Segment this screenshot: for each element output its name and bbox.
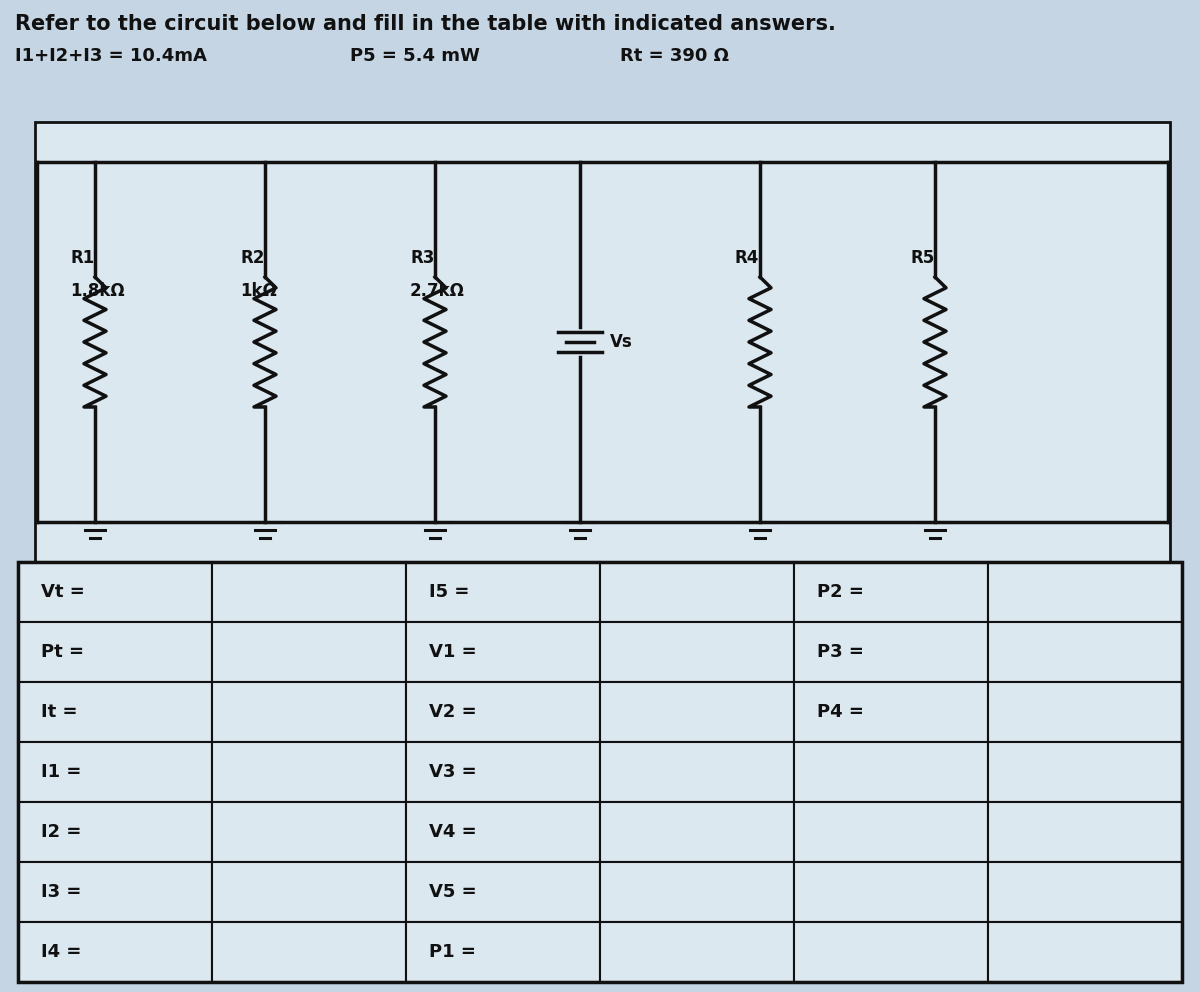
Text: I4 =: I4 = bbox=[41, 943, 82, 961]
FancyBboxPatch shape bbox=[18, 742, 212, 802]
FancyBboxPatch shape bbox=[988, 862, 1182, 922]
FancyBboxPatch shape bbox=[212, 742, 406, 802]
Text: I1 =: I1 = bbox=[41, 763, 82, 781]
Text: 1.8kΩ: 1.8kΩ bbox=[70, 282, 125, 300]
Text: I2 =: I2 = bbox=[41, 823, 82, 841]
Text: I5 =: I5 = bbox=[430, 583, 469, 601]
FancyBboxPatch shape bbox=[406, 682, 600, 742]
Text: R4: R4 bbox=[734, 249, 760, 267]
FancyBboxPatch shape bbox=[600, 802, 794, 862]
Text: V5 =: V5 = bbox=[430, 883, 476, 901]
Text: V3 =: V3 = bbox=[430, 763, 476, 781]
FancyBboxPatch shape bbox=[600, 922, 794, 982]
FancyBboxPatch shape bbox=[794, 742, 988, 802]
Text: P3 =: P3 = bbox=[817, 643, 864, 661]
FancyBboxPatch shape bbox=[18, 622, 212, 682]
Text: It =: It = bbox=[41, 703, 78, 721]
FancyBboxPatch shape bbox=[18, 562, 212, 622]
FancyBboxPatch shape bbox=[794, 802, 988, 862]
FancyBboxPatch shape bbox=[212, 682, 406, 742]
FancyBboxPatch shape bbox=[988, 742, 1182, 802]
Text: R2: R2 bbox=[240, 249, 264, 267]
FancyBboxPatch shape bbox=[18, 682, 212, 742]
Text: 2.7kΩ: 2.7kΩ bbox=[410, 282, 464, 300]
FancyBboxPatch shape bbox=[212, 802, 406, 862]
Text: I1+I2+I3 = 10.4mA: I1+I2+I3 = 10.4mA bbox=[14, 47, 206, 65]
FancyBboxPatch shape bbox=[18, 922, 212, 982]
FancyBboxPatch shape bbox=[406, 742, 600, 802]
Text: Vt =: Vt = bbox=[41, 583, 85, 601]
Text: V4 =: V4 = bbox=[430, 823, 476, 841]
Text: R5: R5 bbox=[910, 249, 935, 267]
FancyBboxPatch shape bbox=[406, 562, 600, 622]
FancyBboxPatch shape bbox=[794, 682, 988, 742]
FancyBboxPatch shape bbox=[18, 802, 212, 862]
FancyBboxPatch shape bbox=[212, 622, 406, 682]
Text: R1: R1 bbox=[70, 249, 95, 267]
FancyBboxPatch shape bbox=[600, 562, 794, 622]
Text: Rt = 390 Ω: Rt = 390 Ω bbox=[620, 47, 730, 65]
FancyBboxPatch shape bbox=[988, 922, 1182, 982]
FancyBboxPatch shape bbox=[600, 622, 794, 682]
FancyBboxPatch shape bbox=[600, 682, 794, 742]
Text: Refer to the circuit below and fill in the table with indicated answers.: Refer to the circuit below and fill in t… bbox=[14, 14, 836, 34]
FancyBboxPatch shape bbox=[988, 622, 1182, 682]
FancyBboxPatch shape bbox=[794, 922, 988, 982]
Text: 1kΩ: 1kΩ bbox=[240, 282, 277, 300]
Text: R3: R3 bbox=[410, 249, 434, 267]
FancyBboxPatch shape bbox=[988, 562, 1182, 622]
Text: Pt =: Pt = bbox=[41, 643, 84, 661]
FancyBboxPatch shape bbox=[406, 802, 600, 862]
Text: I3 =: I3 = bbox=[41, 883, 82, 901]
FancyBboxPatch shape bbox=[794, 562, 988, 622]
FancyBboxPatch shape bbox=[600, 862, 794, 922]
FancyBboxPatch shape bbox=[35, 122, 1170, 562]
FancyBboxPatch shape bbox=[212, 562, 406, 622]
FancyBboxPatch shape bbox=[18, 862, 212, 922]
FancyBboxPatch shape bbox=[988, 682, 1182, 742]
FancyBboxPatch shape bbox=[406, 862, 600, 922]
Text: V2 =: V2 = bbox=[430, 703, 476, 721]
Text: P1 =: P1 = bbox=[430, 943, 476, 961]
Text: P2 =: P2 = bbox=[817, 583, 864, 601]
Text: Vs: Vs bbox=[610, 333, 632, 351]
Text: P4 =: P4 = bbox=[817, 703, 864, 721]
FancyBboxPatch shape bbox=[600, 742, 794, 802]
FancyBboxPatch shape bbox=[212, 862, 406, 922]
FancyBboxPatch shape bbox=[794, 622, 988, 682]
Text: P5 = 5.4 mW: P5 = 5.4 mW bbox=[350, 47, 480, 65]
FancyBboxPatch shape bbox=[988, 802, 1182, 862]
FancyBboxPatch shape bbox=[212, 922, 406, 982]
FancyBboxPatch shape bbox=[406, 622, 600, 682]
FancyBboxPatch shape bbox=[406, 922, 600, 982]
FancyBboxPatch shape bbox=[794, 862, 988, 922]
Text: V1 =: V1 = bbox=[430, 643, 476, 661]
